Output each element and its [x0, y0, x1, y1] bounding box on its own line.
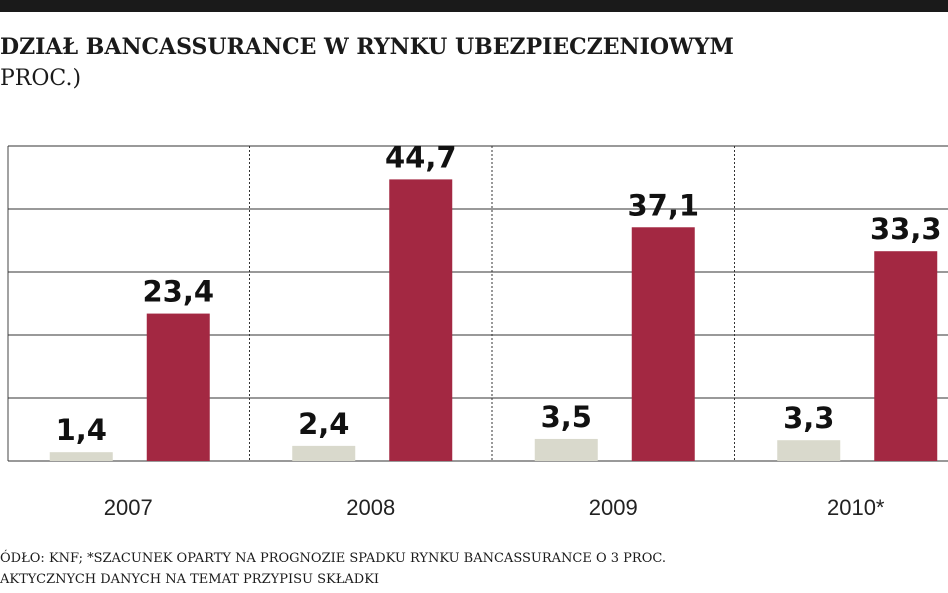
bar — [389, 179, 453, 461]
bar — [146, 313, 210, 461]
value-label: 44,7 — [385, 140, 457, 174]
x-tick-label: 2009 — [589, 495, 638, 520]
value-label: 3,5 — [541, 400, 592, 434]
bar — [874, 251, 938, 461]
chart-title: DZIAŁ BANCASSURANCE W RYNKU UBEZPIECZENI… — [0, 34, 734, 60]
bar — [49, 452, 113, 461]
x-tick-label: 2008 — [346, 495, 395, 520]
bar — [777, 440, 841, 461]
value-label: 2,4 — [298, 407, 349, 441]
value-label: 23,4 — [142, 275, 214, 309]
value-label: 37,1 — [627, 188, 699, 222]
chart-subtitle: PROC.) — [0, 66, 81, 91]
x-tick-label: 2010* — [827, 495, 885, 520]
bar — [631, 227, 695, 461]
top-band — [0, 0, 948, 12]
value-label: 33,3 — [870, 212, 942, 246]
bar — [292, 445, 356, 461]
bar — [534, 438, 598, 461]
value-label: 1,4 — [56, 413, 107, 447]
source-note: ÓDŁO: KNF; *SZACUNEK OPARTY NA PROGNOZIE… — [0, 549, 666, 566]
value-label: 3,3 — [783, 401, 834, 435]
source-note: AKTYCZNYCH DANYCH NA TEMAT PRZYPISU SKŁA… — [0, 572, 379, 587]
x-tick-label: 2007 — [104, 495, 153, 520]
